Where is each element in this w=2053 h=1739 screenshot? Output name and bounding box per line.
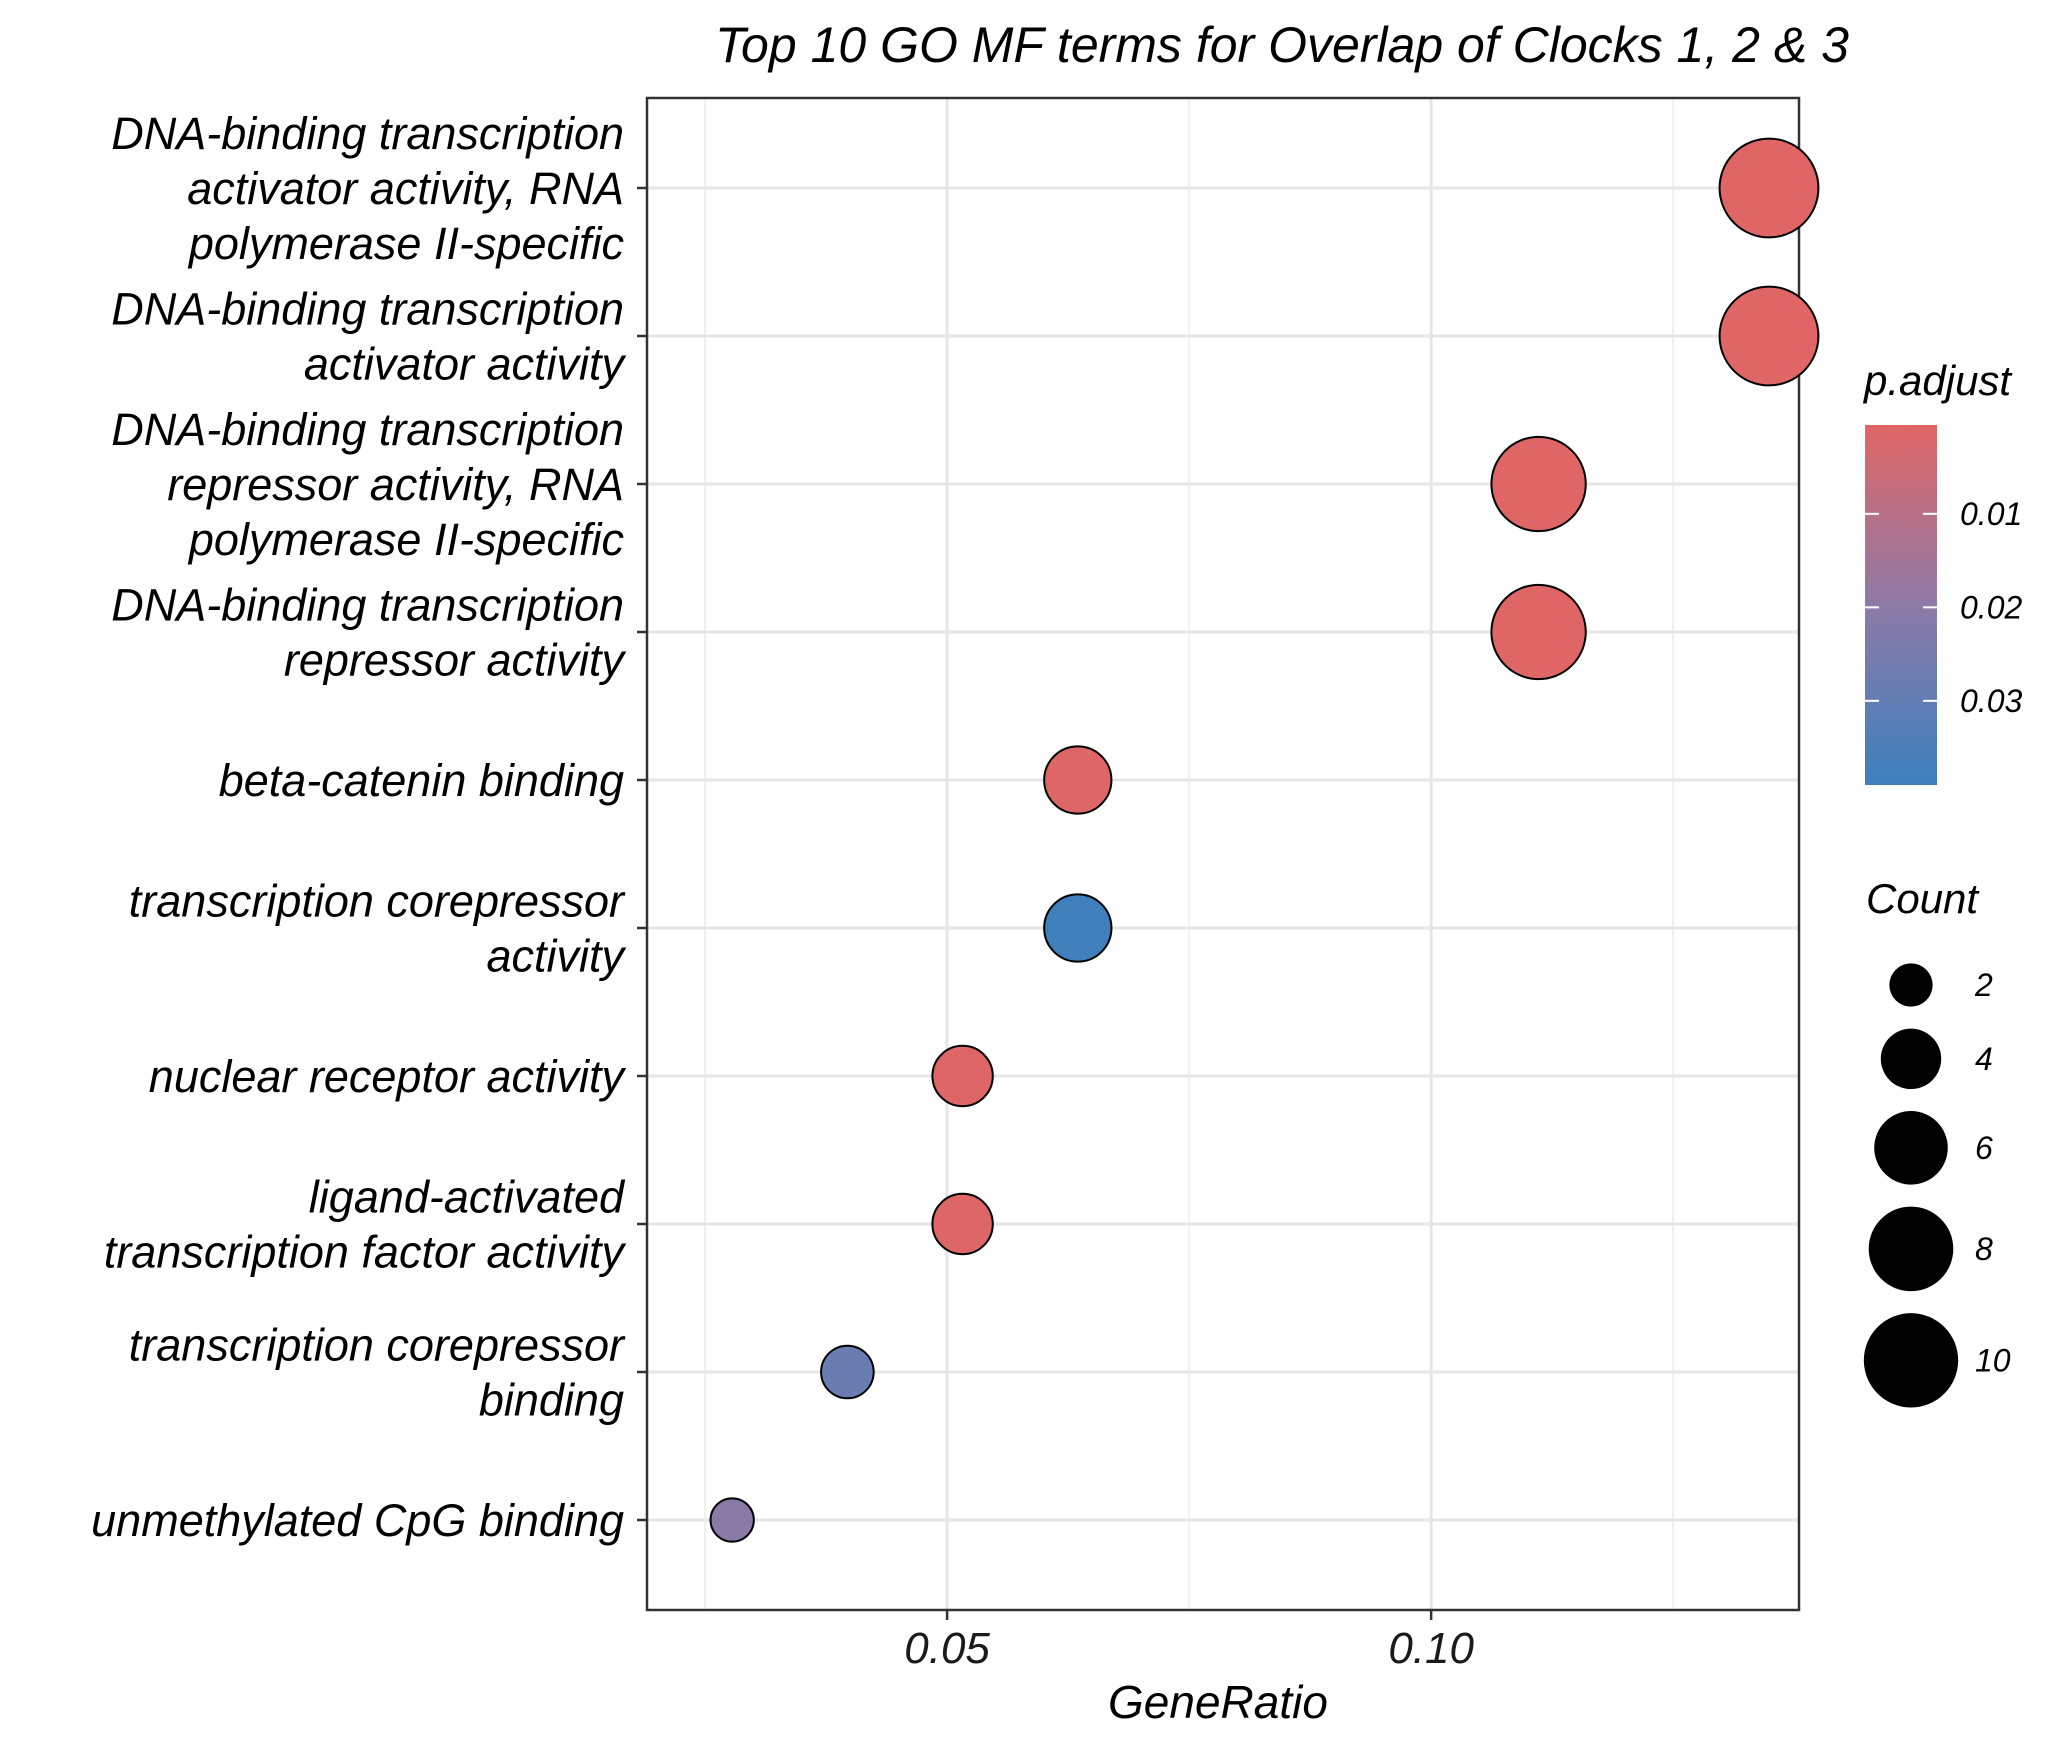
size-legend-key bbox=[1889, 963, 1933, 1007]
y-tick-label: polymerase II-specific bbox=[187, 218, 624, 269]
data-point bbox=[1718, 285, 1820, 387]
y-tick-label: transcription factor activity bbox=[104, 1227, 627, 1278]
size-legend-title: Count bbox=[1866, 875, 1980, 922]
color-legend-title: p.adjust bbox=[1862, 357, 2013, 404]
y-tick-label: DNA-binding transcription bbox=[111, 108, 624, 159]
data-point bbox=[820, 1344, 875, 1400]
color-legend-label: 0.03 bbox=[1960, 683, 2022, 719]
plot-panel bbox=[645, 96, 1801, 1612]
panel-background bbox=[647, 98, 1799, 1610]
y-tick-label: polymerase II-specific bbox=[187, 514, 624, 565]
y-tick-label: beta-catenin binding bbox=[219, 755, 624, 806]
data-point bbox=[1043, 745, 1113, 815]
size-legend-label: 6 bbox=[1975, 1130, 1993, 1166]
y-tick-label: repressor activity, RNA bbox=[167, 459, 624, 510]
y-tick-label: DNA-binding transcription bbox=[111, 284, 624, 335]
color-legend-label: 0.01 bbox=[1960, 496, 2022, 532]
y-tick-label: repressor activity bbox=[284, 635, 627, 686]
size-legend-label: 10 bbox=[1975, 1342, 2011, 1378]
y-tick-label: binding bbox=[479, 1375, 624, 1426]
panel-border bbox=[645, 96, 1801, 1612]
x-axis-title: GeneRatio bbox=[1108, 1676, 1328, 1728]
color-legend: p.adjust 0.01 0.02 0.03 bbox=[1862, 357, 2022, 785]
color-legend-bar bbox=[1865, 425, 1937, 785]
data-point bbox=[931, 1044, 994, 1108]
x-tick-label: 0.05 bbox=[904, 1624, 990, 1673]
y-tick-label: unmethylated CpG binding bbox=[91, 1495, 624, 1546]
data-point bbox=[1490, 435, 1587, 533]
y-tick-label: nuclear receptor activity bbox=[149, 1051, 627, 1102]
size-legend-label: 4 bbox=[1975, 1041, 1993, 1077]
data-point bbox=[709, 1497, 755, 1543]
size-legend-key bbox=[1880, 1028, 1942, 1090]
data-point bbox=[1718, 137, 1820, 239]
y-tick-label: DNA-binding transcription bbox=[111, 404, 624, 455]
data-point bbox=[931, 1192, 994, 1256]
y-tick-label: transcription corepressor bbox=[129, 1320, 626, 1371]
size-legend: Count 2 4 6 8 10 bbox=[1863, 875, 2011, 1408]
y-tick-label: activity bbox=[486, 931, 626, 982]
chart-title: Top 10 GO MF terms for Overlap of Clocks… bbox=[715, 17, 1849, 73]
color-legend-label: 0.02 bbox=[1960, 589, 2022, 625]
data-points bbox=[709, 137, 1820, 1543]
x-axis: 0.05 0.10 bbox=[904, 1610, 1474, 1673]
size-legend-key bbox=[1863, 1313, 1959, 1408]
y-tick-label: DNA-binding transcription bbox=[111, 580, 624, 631]
size-legend-label: 2 bbox=[1974, 967, 1993, 1003]
size-legend-key bbox=[1874, 1111, 1948, 1185]
data-point bbox=[1490, 583, 1587, 681]
y-tick-label: activator activity bbox=[304, 339, 627, 390]
data-point bbox=[1043, 893, 1113, 963]
y-tick-label: activator activity, RNA bbox=[187, 163, 624, 214]
size-legend-key bbox=[1868, 1206, 1954, 1292]
y-tick-label: transcription corepressor bbox=[129, 876, 626, 927]
size-legend-label: 8 bbox=[1975, 1231, 1993, 1267]
x-tick-label: 0.10 bbox=[1388, 1624, 1474, 1673]
y-tick-label: ligand-activated bbox=[309, 1172, 626, 1223]
